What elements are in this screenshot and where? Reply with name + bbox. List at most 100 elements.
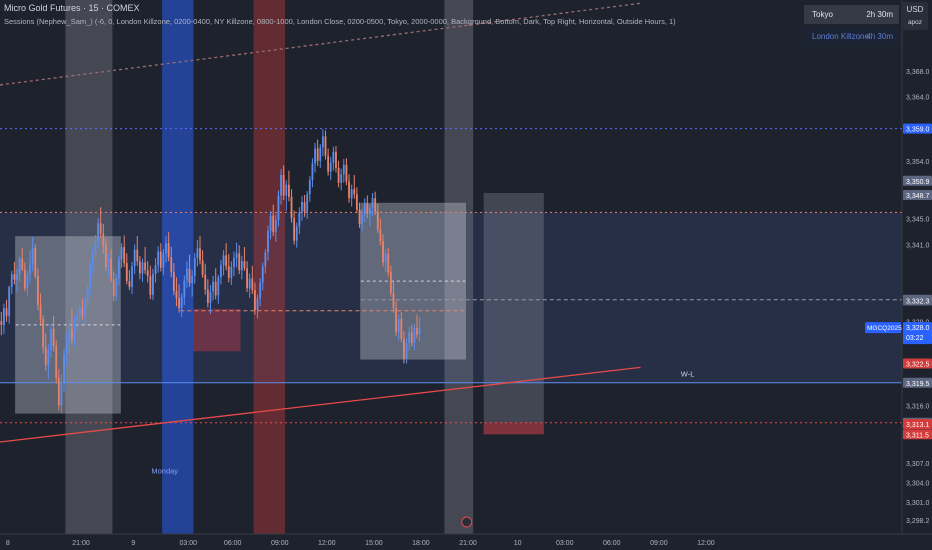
candle-body	[267, 230, 269, 253]
annotation-label: W-L	[681, 369, 695, 378]
candle-body	[86, 288, 89, 300]
price-tick-label: 3,354.0	[906, 159, 929, 166]
candle-body	[89, 264, 92, 289]
candle-body	[120, 247, 123, 260]
time-tick-label: 18:00	[412, 540, 430, 547]
session-name: London Killzone	[812, 32, 869, 41]
candle-body	[167, 243, 170, 258]
candle-body	[251, 278, 254, 291]
candle-body	[13, 274, 16, 280]
level-lines	[0, 2, 902, 443]
candle-body	[243, 261, 246, 269]
candle-body	[70, 328, 73, 339]
candle-body	[34, 248, 37, 277]
candle-body	[395, 308, 398, 332]
candle-body	[206, 289, 209, 304]
candle-body	[416, 328, 418, 335]
candle-body	[235, 253, 238, 258]
time-tick-label: 8	[6, 540, 10, 547]
candle-body	[303, 202, 306, 212]
candle-body	[261, 266, 264, 283]
session-band-ny	[253, 0, 285, 534]
candle-body	[298, 212, 301, 227]
time-axis-background	[0, 534, 932, 550]
annotations: W-L Monday	[151, 369, 695, 528]
candle-body	[31, 248, 34, 264]
candle-body	[50, 328, 52, 350]
candle-body	[413, 328, 416, 343]
candle-body	[78, 308, 81, 314]
currency-selector[interactable]: USD apoz	[902, 2, 928, 30]
candle-body	[73, 321, 76, 339]
candle-body	[348, 181, 350, 199]
candle-body	[418, 328, 421, 335]
candle-body	[308, 180, 311, 195]
price-tick-label: 3,304.0	[906, 481, 929, 488]
candle-body	[183, 280, 186, 298]
time-tick-label: 15:00	[365, 540, 383, 547]
session-band-london	[162, 0, 194, 534]
candle-body	[287, 184, 290, 197]
candle-body	[191, 276, 194, 284]
symbol-label: MGCQ2025	[867, 325, 902, 332]
candle-body	[172, 272, 175, 291]
candle-body	[52, 328, 55, 347]
candle-body	[193, 257, 196, 277]
candle-body	[136, 249, 139, 262]
price-tick-label: 3,307.0	[906, 461, 929, 468]
countdown-label: 03:22	[906, 335, 924, 342]
candle-body	[209, 291, 212, 304]
indicator-legend[interactable]: Sessions (Nephew_Sam_) (-6, 0, London Ki…	[4, 17, 676, 26]
candle-body	[97, 223, 99, 242]
candle-body	[306, 194, 309, 212]
candle-body	[405, 342, 408, 360]
price-tag	[903, 189, 932, 200]
price-axis: 3,368.03,364.03,354.03,345.03,341.03,329…	[865, 0, 932, 550]
price-tag-label: 3,350.9	[906, 179, 929, 186]
user-label: apoz	[907, 19, 923, 26]
candle-body	[353, 189, 356, 195]
candle-body	[227, 266, 230, 278]
candle-body	[138, 261, 141, 274]
price-tick-label: 3,341.0	[906, 242, 929, 249]
candle-body	[382, 241, 384, 263]
candle-body	[269, 215, 272, 231]
candle-body	[340, 174, 343, 183]
candle-body	[99, 223, 102, 234]
price-tick-label: 3,316.0	[906, 403, 929, 410]
candle-body	[144, 262, 147, 271]
price-tag	[903, 418, 932, 429]
candle-body	[277, 195, 280, 221]
candle-body	[335, 151, 337, 168]
price-tag-label: 3,348.7	[906, 193, 929, 200]
price-tag	[903, 377, 932, 388]
candle-body	[91, 252, 94, 265]
candle-body	[131, 266, 133, 287]
time-tick-label: 21:00	[72, 540, 90, 547]
candle-body	[180, 297, 183, 309]
time-tick-label: 9	[131, 540, 135, 547]
candle-body	[293, 218, 296, 241]
time-tick-label: 09:00	[271, 540, 289, 547]
candle-body	[246, 268, 248, 289]
candle-body	[154, 265, 157, 275]
candle-body	[29, 263, 31, 275]
candle-body	[115, 277, 118, 296]
candle-body	[42, 319, 45, 348]
candle-body	[392, 292, 395, 309]
lightning-icon	[461, 516, 473, 528]
candle-body	[371, 198, 374, 208]
candle-body	[214, 281, 217, 296]
candle-body	[379, 229, 382, 242]
annotation-label: Monday	[151, 467, 178, 476]
current-price-tag	[903, 322, 932, 345]
candle-body	[152, 274, 154, 295]
candle-body	[26, 274, 29, 289]
candle-body	[199, 248, 201, 261]
candle-body	[47, 349, 50, 365]
candle-body	[196, 248, 199, 258]
candle-body	[327, 155, 330, 172]
candle-body	[272, 215, 275, 233]
session-time: 4h 30m	[866, 32, 893, 41]
